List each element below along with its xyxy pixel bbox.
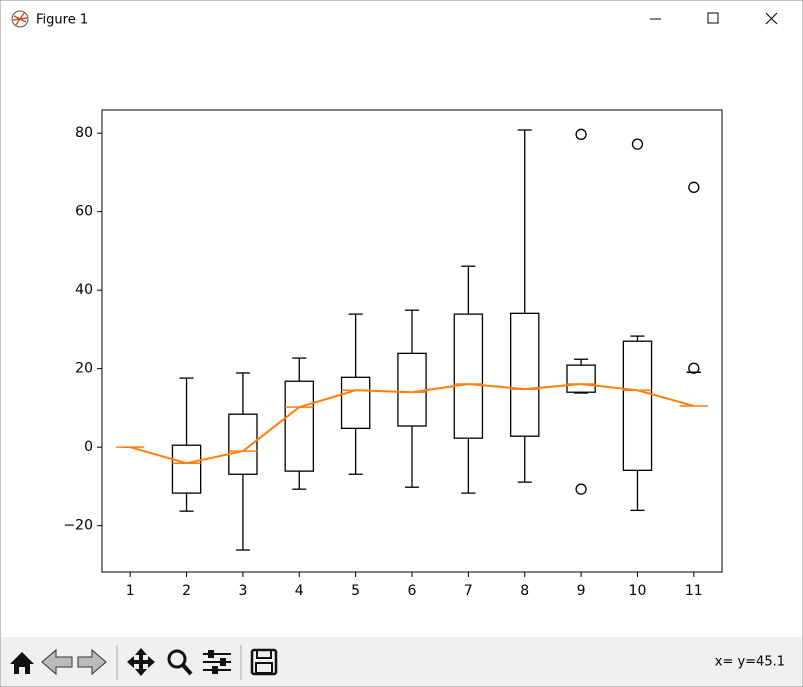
pan-button[interactable]: [127, 648, 155, 676]
x-tick-label: 1: [126, 583, 135, 599]
status-text: x= y=45.1: [715, 655, 785, 670]
x-tick-label: 5: [351, 583, 360, 599]
box: [453, 313, 484, 439]
zoom-button[interactable]: [167, 649, 187, 669]
x-tick-label: 10: [629, 583, 647, 599]
save-button[interactable]: [250, 648, 278, 676]
flier: [631, 138, 644, 150]
y-tick-label: 20: [75, 361, 93, 377]
home-button[interactable]: [10, 652, 34, 674]
box: [566, 364, 596, 393]
x-tick-label: 7: [464, 583, 473, 599]
y-tick-label: 40: [75, 282, 93, 298]
y-tick-label: 60: [75, 204, 93, 220]
y-tick-label: −20: [63, 518, 93, 534]
app-icon-glyph: [12, 12, 28, 26]
toolbar-buttons: [10, 645, 278, 680]
flier: [688, 181, 700, 193]
box: [228, 413, 258, 475]
window-title: Figure 1: [36, 13, 88, 28]
x-tick-label: 2: [182, 583, 191, 599]
forward-button[interactable]: [77, 648, 107, 676]
maximize-button[interactable]: [707, 12, 719, 24]
back-button[interactable]: [41, 648, 73, 676]
y-tick-label: 0: [84, 439, 93, 455]
subplots-button[interactable]: [203, 650, 231, 674]
flier: [688, 362, 700, 374]
x-tick-label: 3: [238, 583, 247, 599]
x-tick-label: 9: [577, 583, 586, 599]
flier: [575, 483, 587, 495]
x-tick-label: 11: [685, 583, 703, 599]
median-line: [129, 382, 695, 465]
flier: [575, 128, 587, 140]
zoom-handle: [181, 663, 193, 676]
close-button[interactable]: [765, 12, 778, 25]
y-tick-label: 80: [75, 125, 93, 141]
x-tick-label: 8: [520, 583, 529, 599]
toolbar: [1, 637, 802, 686]
box: [622, 340, 653, 471]
box: [509, 312, 540, 437]
x-tick-label: 6: [408, 583, 417, 599]
box: [171, 444, 202, 494]
box: [340, 376, 371, 429]
x-tick-label: 4: [295, 583, 304, 599]
box: [284, 380, 315, 472]
